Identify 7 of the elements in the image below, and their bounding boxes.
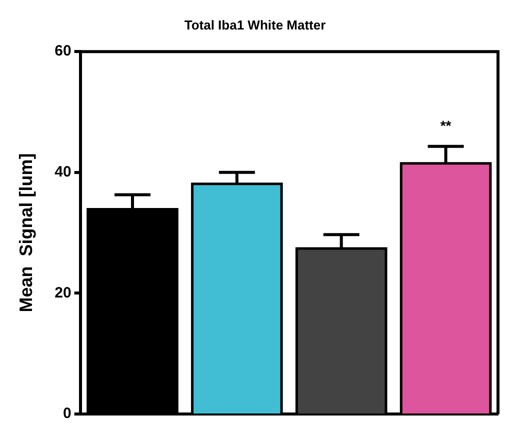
y-tick-label: 60: [54, 42, 72, 60]
y-tick-label: 0: [62, 405, 72, 422]
annotation: **: [440, 117, 452, 134]
y-tick-label: 20: [54, 284, 72, 302]
y-axis-title: Mean Signal [lum]: [16, 153, 36, 312]
y-tick-label: 40: [54, 164, 72, 181]
chart-title: Total Iba1 White Matter: [184, 17, 326, 32]
